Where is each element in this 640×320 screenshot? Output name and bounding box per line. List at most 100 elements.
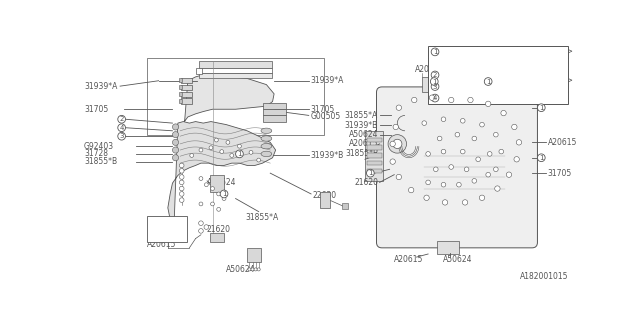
Text: 31705: 31705 <box>84 105 108 114</box>
Bar <box>147 215 187 243</box>
Ellipse shape <box>261 128 272 133</box>
Bar <box>437 241 459 254</box>
Circle shape <box>222 196 226 201</box>
Bar <box>367 161 382 165</box>
Circle shape <box>476 157 481 162</box>
Text: 31884: 31884 <box>444 93 468 103</box>
Circle shape <box>460 149 465 154</box>
Circle shape <box>172 132 179 138</box>
Circle shape <box>217 192 221 196</box>
Circle shape <box>486 172 490 177</box>
Text: A50624: A50624 <box>227 265 256 274</box>
Circle shape <box>179 192 184 196</box>
Bar <box>181 78 193 83</box>
Circle shape <box>118 116 125 123</box>
Bar <box>367 145 382 150</box>
Circle shape <box>449 97 454 103</box>
Circle shape <box>431 94 439 102</box>
Text: A20615: A20615 <box>415 65 444 74</box>
Text: 31939*B: 31939*B <box>310 151 344 160</box>
Bar <box>367 169 382 173</box>
Text: A50624: A50624 <box>349 130 378 139</box>
Text: A20615: A20615 <box>349 140 378 148</box>
Circle shape <box>424 195 429 201</box>
Circle shape <box>179 180 184 185</box>
Circle shape <box>198 221 204 226</box>
Text: 31837: 31837 <box>444 82 468 91</box>
Circle shape <box>516 140 522 145</box>
Ellipse shape <box>261 143 272 149</box>
Bar <box>181 92 193 97</box>
Circle shape <box>499 149 504 154</box>
Circle shape <box>514 156 519 162</box>
Bar <box>198 61 272 68</box>
Text: 22630: 22630 <box>312 191 337 200</box>
Circle shape <box>422 121 427 125</box>
Circle shape <box>220 150 223 154</box>
Circle shape <box>456 182 461 187</box>
Text: 1: 1 <box>539 105 543 111</box>
Bar <box>181 84 193 90</box>
Text: 1: 1 <box>433 49 437 55</box>
Text: 31705: 31705 <box>310 105 335 114</box>
Text: 31855*B: 31855*B <box>345 149 378 158</box>
Circle shape <box>118 132 125 140</box>
Circle shape <box>254 268 257 271</box>
Circle shape <box>396 105 401 110</box>
Text: G92403: G92403 <box>84 142 114 151</box>
Text: 1: 1 <box>486 78 490 84</box>
Circle shape <box>501 110 506 116</box>
Circle shape <box>455 132 460 137</box>
Circle shape <box>179 175 184 179</box>
Circle shape <box>257 268 260 271</box>
Circle shape <box>442 200 448 205</box>
Circle shape <box>460 118 465 123</box>
Text: G00505: G00505 <box>310 112 340 121</box>
Text: 3: 3 <box>433 84 437 90</box>
Circle shape <box>441 117 446 122</box>
Text: <9211-9503>: <9211-9503> <box>520 76 573 85</box>
Circle shape <box>506 172 511 177</box>
Circle shape <box>214 138 218 142</box>
Circle shape <box>118 124 125 132</box>
Bar <box>262 109 285 116</box>
Text: 1: 1 <box>368 170 372 176</box>
Circle shape <box>431 78 438 85</box>
Bar <box>179 85 182 89</box>
Circle shape <box>431 48 439 56</box>
Circle shape <box>464 167 469 172</box>
Circle shape <box>390 159 396 164</box>
Text: <9211-9506>: <9211-9506> <box>520 47 573 56</box>
Circle shape <box>190 154 194 157</box>
Polygon shape <box>168 122 276 227</box>
Text: 1: 1 <box>237 151 242 157</box>
Text: 1: 1 <box>432 78 436 84</box>
Text: A70654: A70654 <box>444 47 474 56</box>
Bar <box>262 116 285 122</box>
Circle shape <box>412 97 417 103</box>
Bar <box>367 153 382 158</box>
Text: 31939*A: 31939*A <box>84 82 117 91</box>
Circle shape <box>199 202 203 206</box>
Circle shape <box>172 139 179 145</box>
Bar <box>198 73 272 78</box>
Text: 31836: 31836 <box>444 70 468 79</box>
Circle shape <box>433 167 438 172</box>
Circle shape <box>209 146 213 150</box>
Bar <box>365 131 383 181</box>
Text: A10686: A10686 <box>444 59 474 68</box>
Text: A182001015: A182001015 <box>520 272 568 281</box>
Bar <box>198 68 272 73</box>
Bar <box>422 77 444 92</box>
Bar <box>210 233 224 243</box>
Circle shape <box>408 188 414 193</box>
Bar <box>320 192 330 208</box>
Text: 31728: 31728 <box>84 149 108 158</box>
Ellipse shape <box>261 151 272 156</box>
Circle shape <box>468 97 473 103</box>
Text: 31855*B: 31855*B <box>84 157 117 166</box>
Circle shape <box>388 135 406 153</box>
Text: <9507-      >: <9507- > <box>520 59 569 68</box>
Circle shape <box>493 132 498 137</box>
Ellipse shape <box>261 136 272 141</box>
